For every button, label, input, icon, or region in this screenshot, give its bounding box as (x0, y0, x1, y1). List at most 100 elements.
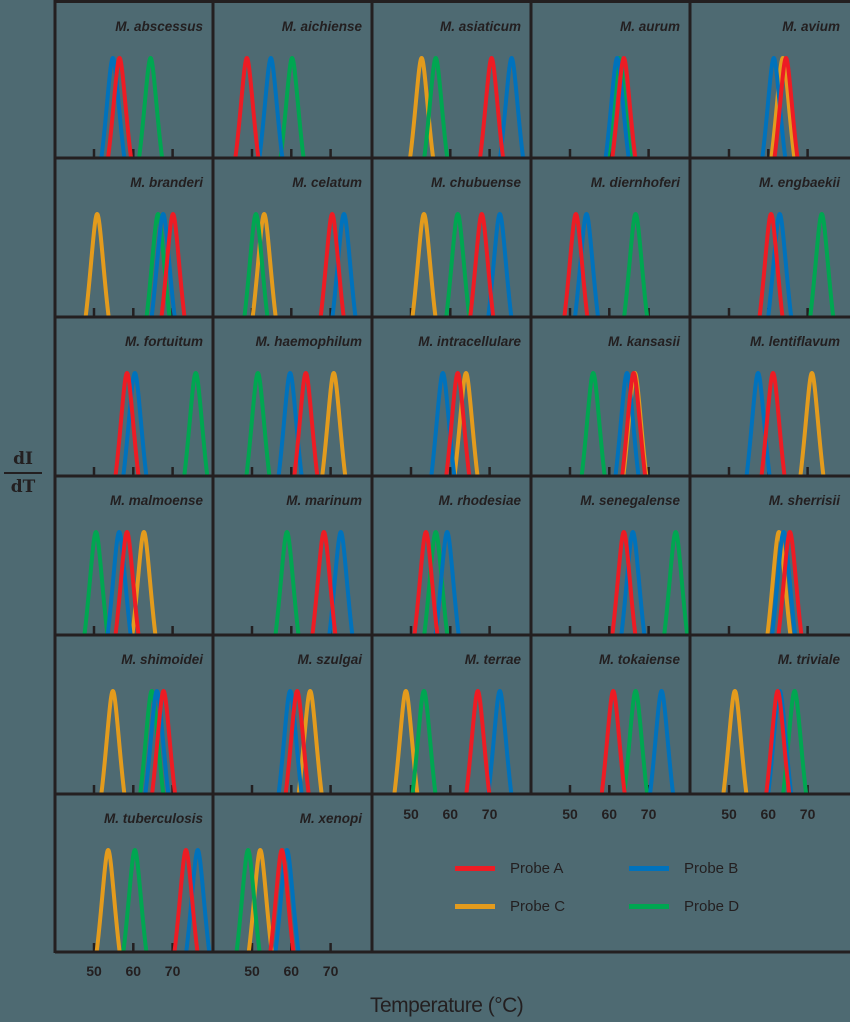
probe-b-curve (149, 212, 177, 317)
x-tick-label: 70 (800, 806, 816, 822)
probe-b-curve (766, 212, 794, 317)
panel-marinum: M. marinum (250, 493, 362, 635)
legend-label: Probe A (510, 860, 564, 877)
probe-d-curve (410, 689, 438, 794)
fraction-bar (4, 472, 42, 474)
panel-title: M. marinum (286, 493, 362, 508)
x-tick-label: 60 (284, 963, 300, 979)
x-tick-label: 50 (721, 806, 737, 822)
probe-b-curve (121, 371, 149, 476)
x-tick-label: 70 (641, 806, 657, 822)
probe-d-curve (244, 371, 272, 476)
panel-title: M. shimoidei (121, 652, 203, 667)
probe-a-curve (113, 371, 141, 476)
legend-item-probe-c: Probe C (455, 898, 565, 915)
panel-title: M. lentiflavum (750, 334, 840, 349)
panel-terrae: M. terrae (392, 652, 522, 794)
probe-b-curve (486, 689, 514, 794)
probe-b-curve (770, 530, 798, 635)
probe-b-curve (99, 56, 127, 158)
probe-d-curve (242, 212, 270, 317)
probe-c-curve (392, 689, 420, 794)
x-tick-label: 50 (403, 806, 419, 822)
x-tick-label: 50 (86, 963, 102, 979)
panel-diernhoferi: M. diernhoferi (562, 175, 680, 317)
probe-c-curve (99, 689, 127, 794)
panel-grid: M. abscessus M. aichiense M. asiaticum M. a… (53, 0, 850, 979)
probe-c-curve (769, 56, 797, 158)
panel-title: M. malmoense (110, 493, 204, 508)
probe-a-curve (283, 689, 311, 794)
panel-celatum: M. celatum (242, 175, 362, 317)
panel-rhodesiae: M. rhodesiae (409, 493, 521, 635)
probe-d-curve (808, 212, 836, 317)
panel-title: M. terrae (465, 652, 522, 667)
probe-a-swatch (455, 866, 495, 871)
probe-b-curve (257, 56, 285, 158)
panel-branderi: M. branderi (83, 175, 203, 317)
probe-c-curve (452, 371, 480, 476)
probe-c-swatch (455, 904, 495, 909)
panel-title: M. haemophilum (255, 334, 362, 349)
legend-label: Probe B (684, 860, 739, 877)
panel-tokaiense: M. tokaiense (568, 652, 680, 794)
probe-d-curve (422, 530, 450, 635)
probe-d-curve (444, 212, 472, 317)
probe-a-curve (444, 371, 472, 476)
probe-a-curve (310, 530, 338, 635)
legend-label: Probe C (510, 898, 566, 915)
probe-a-curve (764, 689, 792, 794)
probe-b-curve (276, 689, 304, 794)
panel-kansasii: M. kansasii (568, 334, 680, 476)
panel-title: M. engbaekii (759, 175, 840, 190)
probe-b-curve (105, 530, 133, 635)
probe-a-curve (233, 56, 261, 158)
x-tick-label: 70 (165, 963, 181, 979)
probe-b-curve (143, 689, 171, 794)
probe-d-curve (278, 56, 306, 158)
probe-a-curve (610, 530, 638, 635)
probe-b-curve (184, 848, 212, 952)
probe-a-curve (610, 56, 638, 158)
probe-d-curve (234, 848, 262, 952)
panel-title: M. aichiense (282, 19, 363, 34)
probe-a-curve (106, 56, 133, 158)
probe-d-curve (182, 371, 210, 476)
probe-d-curve (121, 848, 149, 952)
panel-title: M. branderi (130, 175, 203, 190)
panel-title: M. xenopi (300, 811, 363, 826)
probe-a-curve (292, 371, 320, 476)
legend-label: Probe D (684, 898, 740, 915)
probe-a-curve (759, 371, 787, 476)
probe-a-curve (113, 530, 141, 635)
panel-senegalense: M. senegalense (568, 493, 690, 635)
probe-a-curve (464, 689, 492, 794)
probe-b-curve (648, 689, 675, 794)
panel-szulgai: M. szulgai (250, 652, 362, 794)
panel-abscessus: M. abscessus (92, 19, 203, 158)
probe-b-curve (573, 212, 600, 317)
panel-avium: M. avium (727, 19, 840, 158)
probe-b-swatch (629, 866, 669, 871)
panel-aichiense: M. aichiense (233, 19, 363, 158)
probe-c-curve (94, 848, 122, 952)
probe-c-curve (320, 371, 348, 476)
probe-a-curve (776, 530, 804, 635)
legend-item-probe-b: Probe B (629, 860, 738, 877)
panel-title: M. tuberculosis (104, 811, 204, 826)
probe-a-curve (318, 212, 346, 317)
panel-malmoense: M. malmoense (82, 493, 204, 635)
x-tick-label: 70 (482, 806, 498, 822)
probe-a-curve (757, 212, 785, 317)
probe-a-curve (772, 56, 800, 158)
probe-b-curve (613, 371, 641, 476)
probe-d-curve (138, 689, 166, 794)
y-axis-label-denominator: dT (10, 477, 36, 497)
probe-a-curve (268, 848, 296, 952)
panel-title: M. chubuense (431, 175, 522, 190)
legend-item-probe-a: Probe A (455, 860, 563, 877)
probe-b-curve (327, 530, 355, 635)
x-tick-label: 60 (443, 806, 459, 822)
panel-title: M. kansasii (608, 334, 680, 349)
